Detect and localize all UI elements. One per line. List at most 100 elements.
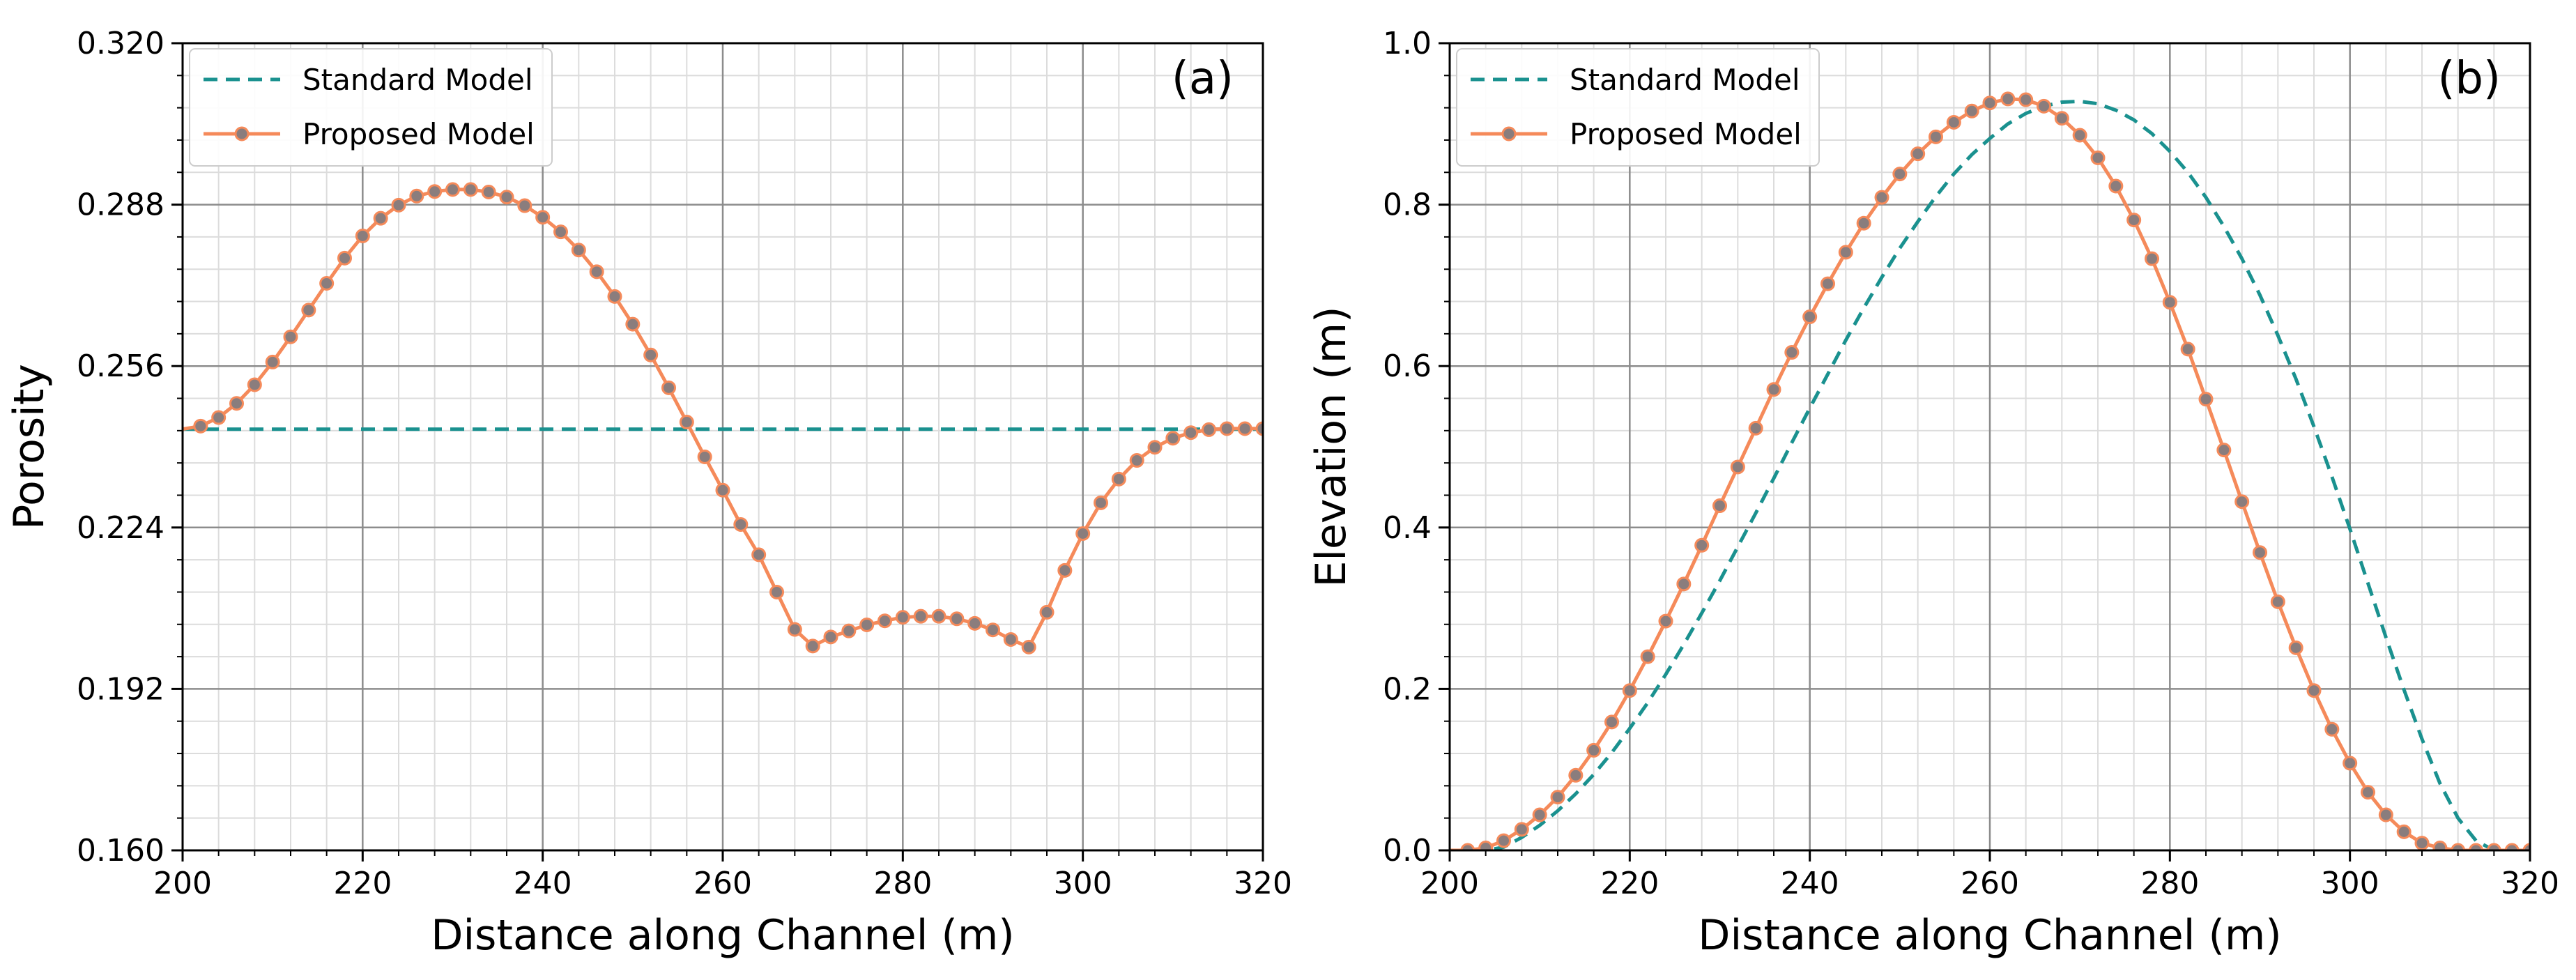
x-axis-label: Distance along Channel (m)	[431, 911, 1014, 960]
data-point-proposed-model	[787, 622, 802, 637]
data-point-proposed-model	[1604, 714, 1619, 730]
data-point-proposed-model	[2090, 150, 2106, 165]
data-point-proposed-model	[2180, 342, 2195, 357]
data-point-proposed-model	[481, 185, 496, 200]
data-point-proposed-model	[2253, 545, 2267, 560]
data-point-proposed-model	[986, 622, 1000, 638]
data-point-proposed-model	[1982, 95, 1998, 111]
x-tick-label: 320	[1234, 866, 1292, 901]
data-point-proposed-model	[1712, 498, 1727, 514]
data-point-proposed-model	[1910, 146, 1926, 162]
x-tick-label: 260	[1961, 866, 2019, 901]
data-point-proposed-model	[2037, 98, 2051, 114]
data-point-proposed-model	[823, 629, 838, 645]
data-point-proposed-model	[445, 182, 460, 197]
data-point-proposed-model	[679, 415, 694, 430]
data-point-proposed-model	[1946, 114, 1961, 130]
data-point-proposed-model	[427, 184, 443, 199]
data-point-proposed-model	[2451, 843, 2466, 850]
x-tick-label: 300	[1054, 866, 1112, 901]
data-point-proposed-model	[1694, 537, 1710, 553]
data-point-proposed-model	[2361, 785, 2375, 800]
data-point-proposed-model	[1514, 822, 1529, 837]
data-point-proposed-model	[2162, 295, 2177, 310]
data-point-proposed-model	[229, 396, 244, 411]
y-tick-label: 0.8	[1383, 187, 1432, 223]
data-point-proposed-model	[1460, 843, 1475, 850]
y-tick-label: 0.2	[1383, 671, 1432, 707]
x-axis-label: Distance along Channel (m)	[1698, 911, 2281, 960]
y-tick-label: 0.4	[1383, 510, 1432, 546]
data-point-proposed-model	[1658, 613, 1673, 629]
legend-label-proposed-model: Proposed Model	[302, 117, 535, 151]
data-point-proposed-model	[1147, 440, 1163, 455]
data-point-proposed-model	[2414, 836, 2430, 850]
y-tick-label: 0.288	[77, 187, 164, 223]
data-point-proposed-model	[2396, 824, 2412, 839]
data-point-proposed-model	[1219, 421, 1234, 436]
data-point-proposed-model	[949, 611, 965, 627]
data-point-proposed-model	[1874, 190, 1889, 205]
data-point-proposed-model	[2378, 807, 2393, 822]
data-point-proposed-model	[841, 623, 857, 638]
legend-marker-proposed-model	[1501, 126, 1517, 141]
data-point-proposed-model	[643, 347, 659, 362]
data-point-proposed-model	[1784, 345, 1800, 360]
data-point-proposed-model	[1568, 767, 1584, 783]
data-point-proposed-model	[877, 613, 892, 629]
data-point-proposed-model	[2306, 683, 2322, 698]
data-point-proposed-model	[2324, 721, 2340, 737]
data-point-proposed-model	[499, 190, 514, 205]
data-point-proposed-model	[2234, 494, 2250, 510]
data-point-proposed-model	[1802, 309, 1818, 325]
data-point-proposed-model	[1532, 807, 1547, 822]
panel-label: (b)	[2437, 53, 2501, 105]
data-point-proposed-model	[1202, 422, 1216, 437]
y-tick-label: 0.320	[77, 26, 164, 61]
y-axis-label: Porosity	[5, 364, 54, 530]
data-point-proposed-model	[2486, 843, 2501, 850]
ticks-b	[1439, 42, 2531, 862]
series-group-b	[1450, 91, 2530, 850]
data-point-proposed-model	[535, 210, 551, 225]
data-point-proposed-model	[1730, 459, 1745, 475]
panel-label: (a)	[1172, 53, 1234, 105]
data-point-proposed-model	[2343, 756, 2358, 771]
panel-b-elevation: 200 220 240 260 280 300 320 0.0 0.2 0.4 0.6 0.8 1.0 D…	[1307, 26, 2559, 960]
major-grid-b	[1448, 42, 2531, 852]
legend-a: Standard Model Proposed Model	[189, 48, 553, 167]
data-point-proposed-model	[553, 224, 568, 240]
data-point-proposed-model	[589, 264, 604, 280]
data-point-proposed-model	[265, 354, 280, 369]
data-point-proposed-model	[715, 482, 730, 498]
data-point-proposed-model	[301, 303, 316, 318]
data-point-proposed-model	[337, 250, 352, 266]
data-point-proposed-model	[373, 210, 388, 226]
data-point-proposed-model	[1255, 421, 1263, 436]
data-point-proposed-model	[859, 617, 875, 632]
x-tick-label: 280	[873, 866, 932, 901]
legend-marker-proposed-model	[234, 126, 250, 141]
data-point-proposed-model	[1748, 420, 1763, 436]
data-point-proposed-model	[1586, 742, 1602, 758]
data-point-proposed-model	[1057, 562, 1073, 578]
panel-a-porosity: 200 220 240 260 280 300 320 0.160 0.192 0.224 0.25…	[5, 26, 1292, 960]
data-point-proposed-model	[2270, 594, 2285, 609]
data-point-proposed-model	[2108, 178, 2124, 194]
data-point-proposed-model	[2288, 640, 2303, 655]
data-point-proposed-model	[517, 198, 532, 213]
data-point-proposed-model	[283, 329, 298, 344]
data-point-proposed-model	[661, 380, 676, 395]
series-group-a	[183, 182, 1263, 654]
y-tick-label: 0.0	[1383, 833, 1432, 868]
data-point-proposed-model	[967, 615, 983, 631]
x-tick-label: 220	[333, 866, 392, 901]
data-point-proposed-model	[625, 316, 641, 332]
data-point-proposed-model	[1478, 841, 1494, 850]
y-tick-label: 0.6	[1383, 349, 1432, 384]
data-point-proposed-model	[1838, 245, 1853, 260]
data-point-proposed-model	[1165, 431, 1181, 446]
data-point-proposed-model	[1820, 276, 1835, 291]
data-point-proposed-model	[1021, 639, 1036, 654]
